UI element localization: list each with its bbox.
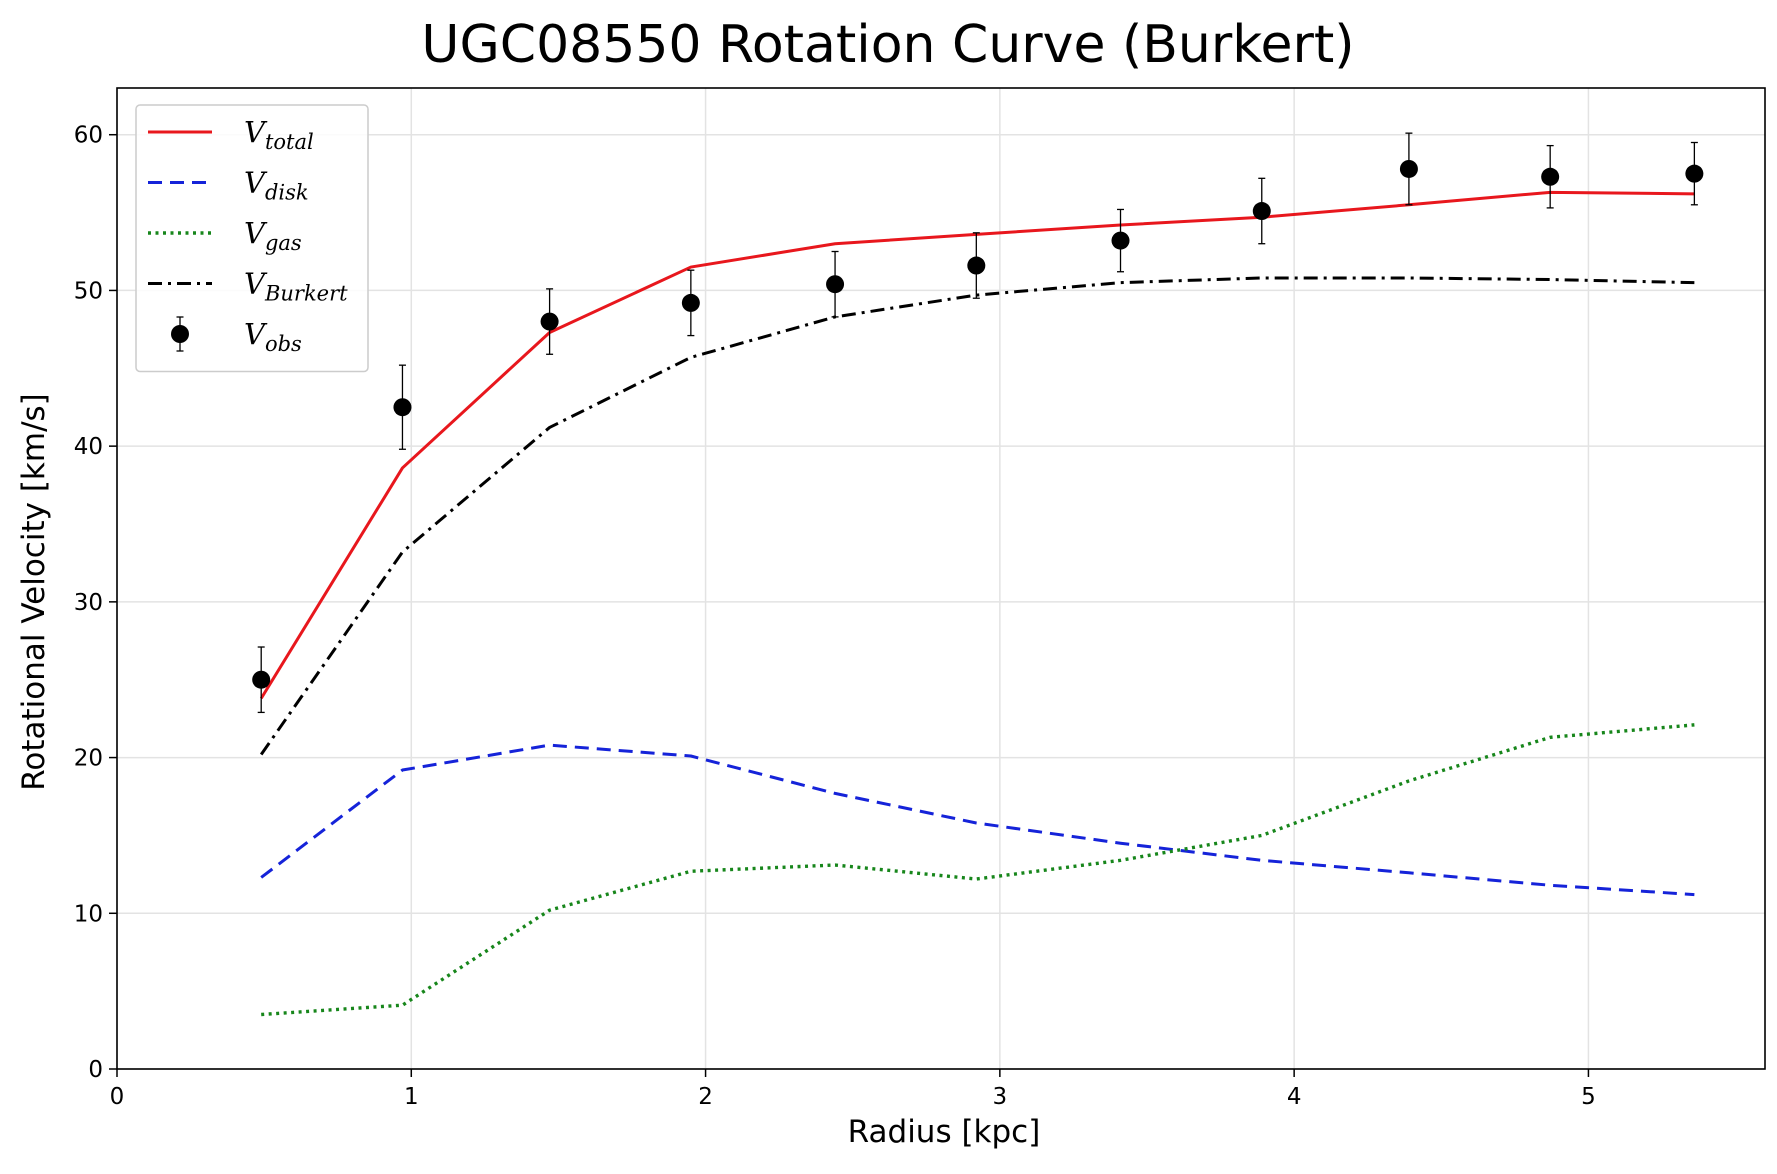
- x-axis-label: Radius [kpc]: [848, 1114, 1041, 1150]
- data-point-obs-4: [826, 275, 845, 294]
- x-tick-label-0: 0: [110, 1084, 125, 1110]
- legend-box: [135, 104, 369, 373]
- data-point-obs-7: [1252, 202, 1271, 221]
- y-tick-label-6: 60: [74, 123, 103, 149]
- data-point-obs-2: [540, 312, 559, 331]
- data-point-obs-0: [252, 670, 271, 689]
- x-tick-label-1: 1: [404, 1084, 419, 1110]
- x-tick-label-2: 2: [698, 1084, 713, 1110]
- data-point-obs-1: [393, 398, 412, 417]
- data-point-obs-5: [967, 256, 986, 275]
- y-tick-label-1: 10: [74, 901, 103, 927]
- y-tick-label-4: 40: [74, 434, 103, 460]
- y-axis-label: Rotational Velocity [km/s]: [16, 393, 52, 791]
- data-point-obs-6: [1111, 231, 1130, 250]
- y-tick-label-2: 20: [74, 746, 103, 772]
- chart-title: UGC08550 Rotation Curve (Burkert): [421, 15, 1354, 75]
- series-group: [252, 132, 1704, 1017]
- plot-frame: [116, 87, 1766, 1070]
- data-point-obs-8: [1399, 159, 1418, 178]
- data-point-obs-10: [1685, 164, 1704, 183]
- data-point-obs-9: [1541, 167, 1560, 186]
- legend-label-disk: Vdisk: [244, 166, 309, 205]
- y-tick-label-5: 50: [74, 278, 103, 304]
- y-tick-label-0: 0: [88, 1057, 103, 1083]
- x-tick-label-4: 4: [1287, 1084, 1302, 1110]
- legend-marker-obs: [171, 325, 189, 343]
- data-point-obs-3: [681, 293, 700, 312]
- y-tick-label-3: 30: [74, 590, 103, 616]
- series-line-disk: [260, 743, 1695, 897]
- x-tick-label-5: 5: [1581, 1084, 1596, 1110]
- x-tick-label-3: 3: [993, 1084, 1008, 1110]
